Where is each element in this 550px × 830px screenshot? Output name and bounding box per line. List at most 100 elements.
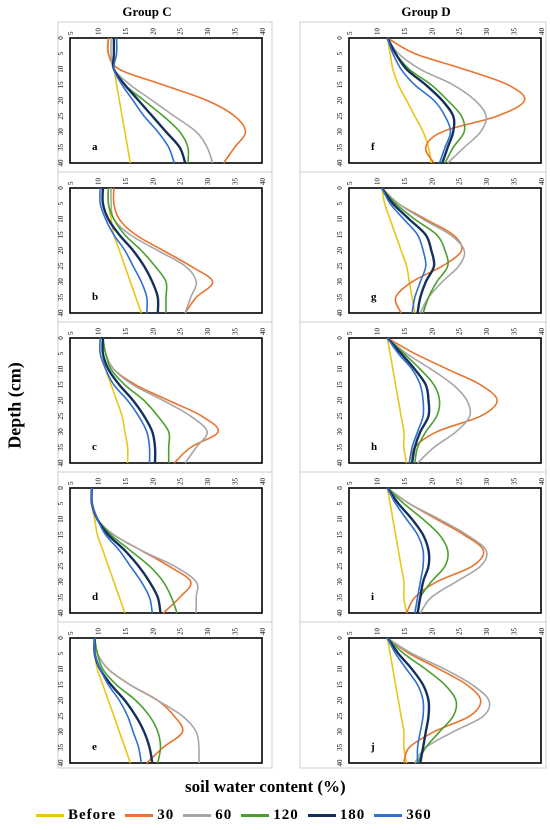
x-tick-label: 35 bbox=[232, 628, 240, 636]
legend-item-180: 180 bbox=[307, 807, 366, 824]
x-tick-label: 10 bbox=[94, 478, 102, 486]
depth-tick-label: 20 bbox=[336, 397, 344, 405]
series-line-60 bbox=[386, 37, 488, 164]
depth-tick-label: 30 bbox=[336, 728, 344, 736]
x-tick-label: 30 bbox=[483, 178, 491, 186]
series-line-360 bbox=[90, 487, 154, 614]
x-tick-label: 20 bbox=[428, 178, 436, 186]
panel-letter: f bbox=[371, 141, 375, 153]
x-tick-label: 5 bbox=[67, 481, 75, 485]
x-tick-label: 35 bbox=[511, 178, 519, 186]
x-tick-label: 35 bbox=[232, 178, 240, 186]
series-line-before bbox=[386, 337, 408, 464]
depth-tick-label: 10 bbox=[336, 665, 344, 673]
depth-tick-label: 15 bbox=[57, 381, 65, 389]
x-tick-label: 25 bbox=[456, 328, 464, 336]
depth-tick-label: 20 bbox=[57, 547, 65, 555]
x-tick-label: 35 bbox=[511, 328, 519, 336]
depth-tick-label: 15 bbox=[57, 81, 65, 89]
depth-tick-label: 35 bbox=[57, 443, 65, 451]
x-tick-label: 40 bbox=[259, 28, 267, 36]
x-tick-label: 25 bbox=[177, 178, 185, 186]
x-tick-label: 15 bbox=[401, 628, 409, 636]
x-tick-label: 15 bbox=[401, 478, 409, 486]
x-tick-label: 5 bbox=[67, 331, 75, 335]
legend-item-before: Before bbox=[36, 807, 116, 824]
depth-tick-label: 15 bbox=[336, 531, 344, 539]
depth-tick-label: 5 bbox=[336, 651, 344, 655]
depth-tick-label: 0 bbox=[336, 36, 344, 40]
depth-tick-label: 40 bbox=[336, 159, 344, 167]
x-tick-label: 35 bbox=[232, 478, 240, 486]
series-line-120 bbox=[107, 187, 168, 313]
group-title-c: Group C bbox=[122, 4, 172, 19]
x-tick-label: 10 bbox=[373, 28, 381, 36]
depth-tick-label: 10 bbox=[336, 215, 344, 223]
depth-tick-label: 10 bbox=[57, 665, 65, 673]
legend-swatch bbox=[241, 814, 270, 817]
depth-tick-label: 20 bbox=[57, 247, 65, 255]
depth-tick-label: 40 bbox=[57, 609, 65, 617]
x-tick-label: 15 bbox=[122, 28, 130, 36]
x-tick-label: 25 bbox=[456, 178, 464, 186]
x-tick-label: 40 bbox=[538, 628, 546, 636]
series-line-360 bbox=[93, 637, 143, 764]
x-tick-label: 5 bbox=[346, 331, 354, 335]
depth-tick-label: 10 bbox=[57, 65, 65, 73]
x-tick-label: 20 bbox=[149, 628, 157, 636]
series-line-30 bbox=[386, 637, 482, 764]
depth-tick-label: 10 bbox=[336, 515, 344, 523]
depth-tick-label: 20 bbox=[336, 697, 344, 705]
depth-tick-label: 0 bbox=[336, 636, 344, 640]
depth-tick-label: 10 bbox=[57, 365, 65, 373]
depth-tick-label: 0 bbox=[57, 36, 65, 40]
series-line-360 bbox=[112, 37, 175, 164]
depth-tick-label: 40 bbox=[57, 459, 65, 467]
x-tick-label: 10 bbox=[94, 328, 102, 336]
depth-tick-label: 35 bbox=[57, 593, 65, 601]
panel-letter: h bbox=[371, 441, 377, 453]
series-line-180 bbox=[101, 337, 157, 464]
depth-tick-label: 40 bbox=[336, 759, 344, 767]
depth-tick-label: 35 bbox=[336, 293, 344, 301]
depth-tick-label: 25 bbox=[336, 412, 344, 420]
x-tick-label: 30 bbox=[204, 28, 212, 36]
x-tick-label: 25 bbox=[456, 478, 464, 486]
legend-swatch bbox=[374, 814, 403, 817]
depth-tick-label: 35 bbox=[57, 743, 65, 751]
x-tick-label: 25 bbox=[177, 28, 185, 36]
depth-tick-label: 0 bbox=[57, 336, 65, 340]
x-tick-label: 15 bbox=[122, 478, 130, 486]
legend-label: 360 bbox=[406, 807, 432, 823]
depth-tick-label: 40 bbox=[336, 309, 344, 317]
series-line-120 bbox=[93, 637, 162, 764]
depth-tick-label: 30 bbox=[57, 278, 65, 286]
series-line-180 bbox=[386, 637, 431, 764]
x-tick-label: 25 bbox=[177, 478, 185, 486]
x-tick-label: 25 bbox=[456, 28, 464, 36]
depth-tick-label: 5 bbox=[336, 51, 344, 55]
legend-label: 60 bbox=[215, 807, 233, 823]
series-line-360 bbox=[381, 187, 427, 314]
depth-tick-label: 10 bbox=[336, 365, 344, 373]
depth-tick-label: 0 bbox=[336, 336, 344, 340]
legend: Before 30 60 120 180 360 bbox=[36, 807, 432, 824]
legend-label: 180 bbox=[339, 807, 366, 823]
depth-tick-label: 15 bbox=[336, 81, 344, 89]
group-title-d: Group D bbox=[401, 4, 451, 19]
x-tick-label: 30 bbox=[204, 328, 212, 336]
depth-tick-label: 35 bbox=[336, 743, 344, 751]
depth-tick-label: 20 bbox=[336, 547, 344, 555]
x-tick-label: 20 bbox=[149, 178, 157, 186]
depth-tick-label: 40 bbox=[57, 759, 65, 767]
x-tick-label: 40 bbox=[538, 478, 546, 486]
x-tick-label: 5 bbox=[67, 181, 75, 185]
depth-tick-label: 35 bbox=[336, 593, 344, 601]
depth-tick-label: 40 bbox=[57, 309, 65, 317]
